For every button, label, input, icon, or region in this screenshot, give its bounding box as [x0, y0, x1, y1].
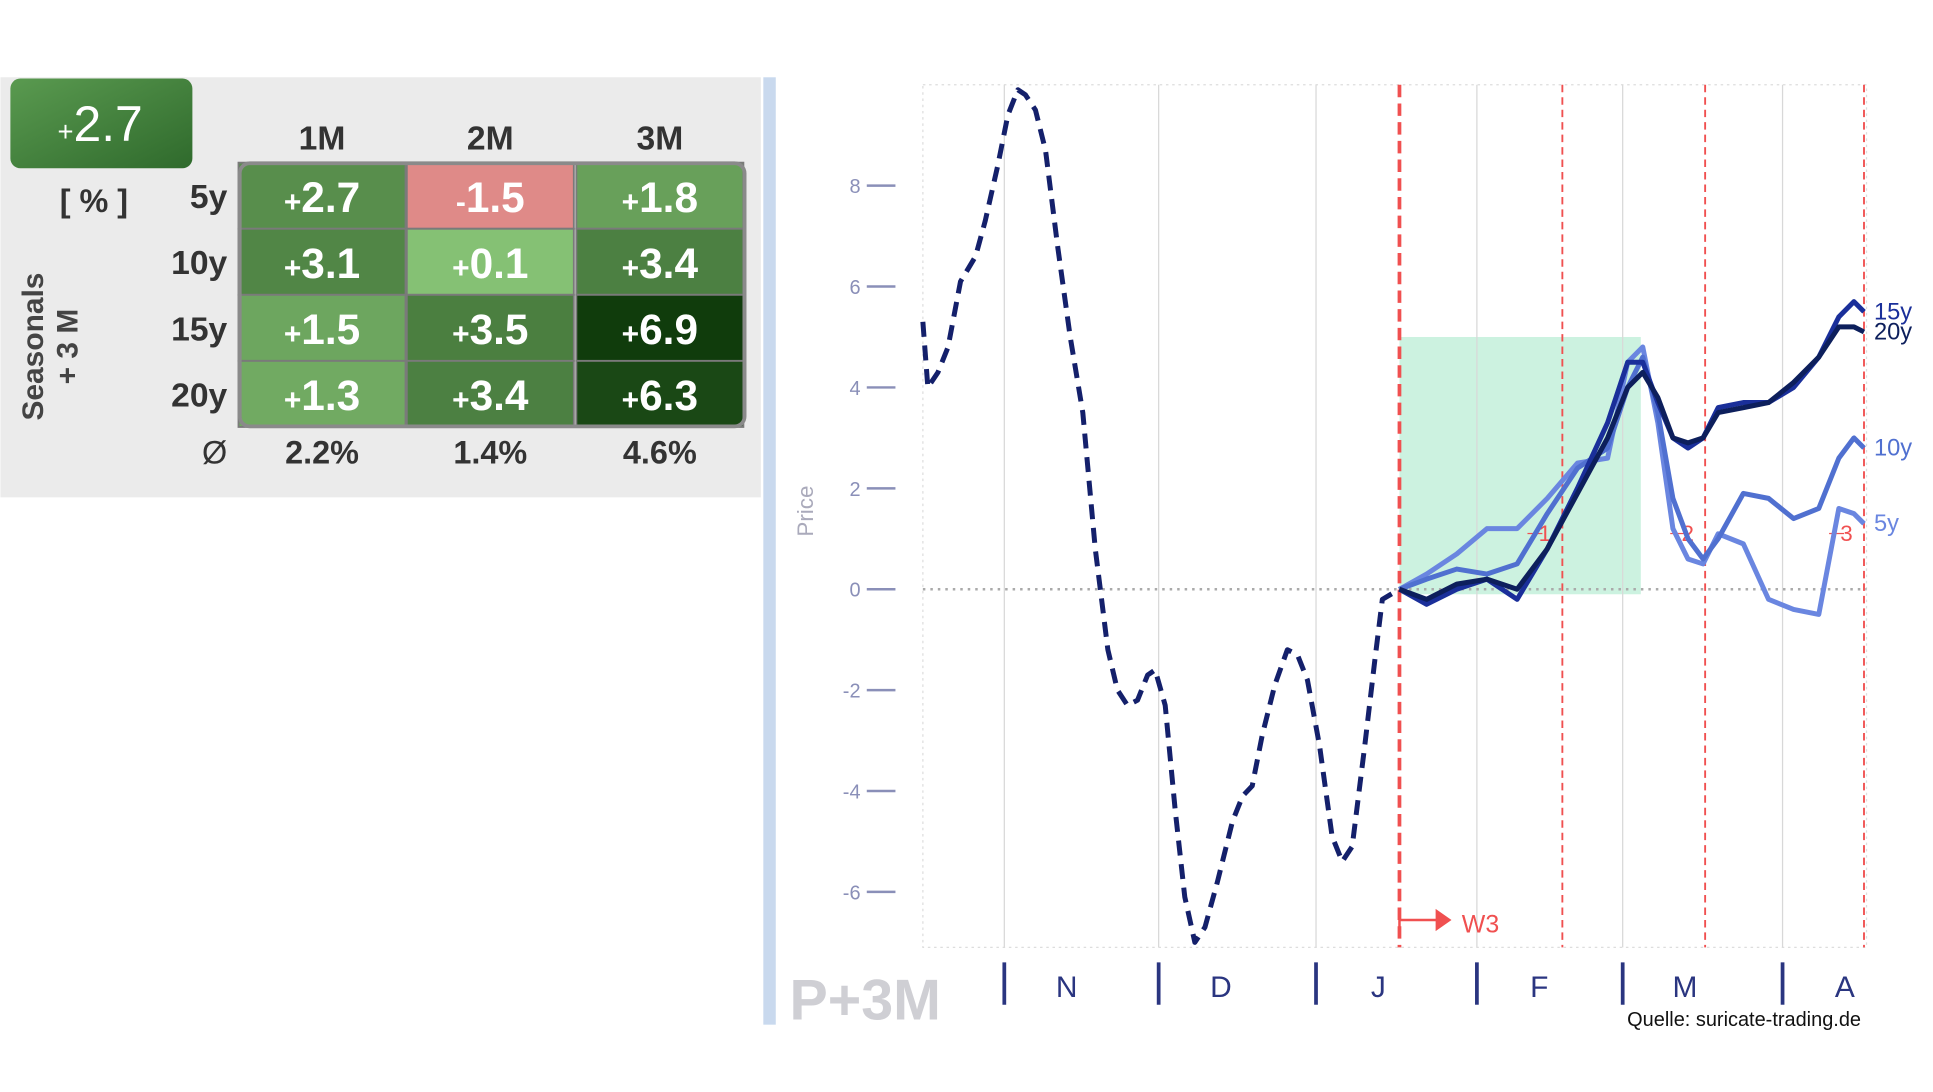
- column-header: 3M: [636, 121, 683, 158]
- series-line: [1398, 354, 1866, 592]
- annotation: W3: [1462, 910, 1499, 938]
- cell: [405, 161, 575, 230]
- row-label: 10y: [171, 245, 227, 282]
- plot-frame: [922, 84, 1868, 949]
- highlight: [1399, 336, 1641, 595]
- side-label: Seasonals: [17, 273, 50, 421]
- cell: [405, 359, 575, 428]
- cell-value: +1.3: [284, 372, 360, 419]
- cell: [575, 227, 745, 296]
- series-label: 20y: [1874, 319, 1912, 345]
- average-label: Ø: [202, 435, 227, 471]
- watermark: P+3M: [789, 969, 940, 1033]
- series-label: 15y: [1874, 299, 1912, 325]
- x-tick-label: N: [1056, 971, 1078, 1004]
- series-line: [1398, 324, 1866, 602]
- cell-value: +0.1: [452, 240, 528, 287]
- cell-value: +3.1: [284, 240, 360, 287]
- cell-value: +6.9: [622, 306, 698, 353]
- x-tick-label: M: [1673, 971, 1698, 1004]
- cell-value: +3.4: [452, 372, 529, 419]
- row-label: 5y: [190, 179, 228, 216]
- source: Quelle: suricate-trading.de: [1627, 1009, 1861, 1031]
- column-header: 1M: [299, 121, 346, 158]
- x-tick-label: A: [1835, 971, 1855, 1004]
- average: 4.6%: [623, 435, 697, 471]
- y-tick-label: -6: [843, 882, 861, 904]
- average: 2.2%: [285, 435, 359, 471]
- y-tick-label: -4: [843, 781, 861, 803]
- x-tick-label: D: [1210, 971, 1232, 1004]
- cell: [405, 293, 575, 362]
- cell: [575, 161, 745, 230]
- unit: [ % ]: [60, 183, 128, 219]
- annotation-arrow: [1398, 907, 1452, 933]
- y-tick-label: 8: [849, 176, 860, 198]
- series-label: 10y: [1874, 435, 1912, 461]
- cell-value: +1.8: [622, 174, 698, 221]
- cell: [575, 293, 745, 362]
- y-tick-label: 6: [849, 277, 860, 299]
- table-border: [237, 161, 747, 429]
- average: 1.4%: [453, 435, 527, 471]
- x-tick-label: F: [1530, 971, 1548, 1004]
- cell-value: +1.5: [284, 306, 360, 353]
- row-label: 20y: [171, 377, 227, 414]
- badge: [10, 78, 193, 169]
- column-header: 2M: [467, 121, 514, 158]
- y-tick-label: -2: [843, 681, 861, 703]
- cell: [237, 293, 407, 362]
- period-label: 3: [1840, 521, 1852, 546]
- cell-value: +6.3: [622, 372, 698, 419]
- series-label: 5y: [1874, 511, 1899, 537]
- cell-value: +2.7: [284, 174, 360, 221]
- y-tick-label: 0: [849, 580, 860, 602]
- y-tick-label: 2: [849, 479, 860, 501]
- series-line: [1398, 344, 1866, 617]
- cell-value: +3.5: [452, 306, 528, 353]
- row-label: 15y: [171, 311, 227, 348]
- cell-value: -1.5: [456, 174, 525, 221]
- y-axis-label: Price: [793, 486, 818, 537]
- side-label: + 3 M: [52, 309, 85, 385]
- x-tick-label: J: [1371, 971, 1386, 1004]
- series-line: [920, 87, 1401, 945]
- cell: [575, 359, 745, 428]
- badge-value: +2.7: [57, 96, 142, 152]
- divider: [763, 77, 776, 1025]
- y-tick-label: 4: [849, 378, 860, 400]
- cell-value: +3.4: [622, 240, 699, 287]
